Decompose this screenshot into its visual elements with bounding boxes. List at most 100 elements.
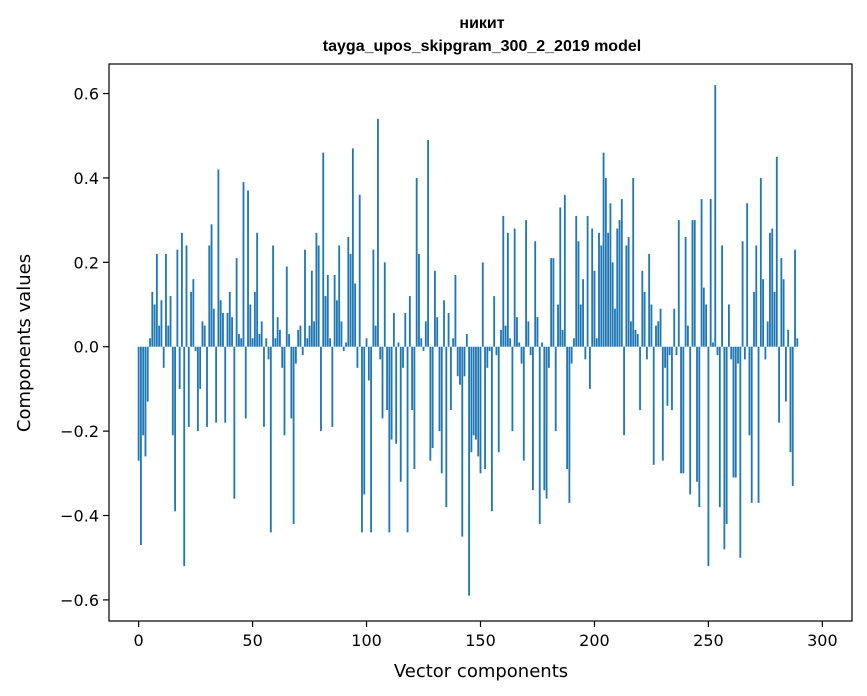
bar (636, 334, 639, 347)
bar (784, 346, 787, 402)
bar (495, 346, 498, 356)
bar (696, 346, 698, 482)
bar (290, 346, 293, 419)
bar (361, 346, 363, 533)
bar (288, 334, 290, 347)
bar (468, 346, 471, 596)
bar (643, 291, 646, 347)
bar (440, 346, 443, 474)
bar (151, 291, 154, 347)
bar (538, 346, 541, 524)
bar (675, 346, 678, 356)
bar (281, 346, 284, 368)
bar (158, 325, 161, 347)
bar (196, 346, 199, 432)
bar (584, 346, 587, 360)
bar (181, 232, 183, 347)
bar (470, 346, 473, 453)
bar (454, 274, 457, 347)
bar-series (137, 85, 799, 596)
bar (709, 199, 712, 347)
bar (372, 249, 375, 347)
bar (527, 321, 530, 347)
bar (190, 291, 192, 347)
bar (402, 346, 404, 368)
bar (452, 338, 455, 347)
bar (609, 203, 612, 347)
bar (714, 85, 717, 347)
bar (702, 287, 705, 347)
bar (176, 249, 179, 347)
bar (294, 346, 297, 364)
bar (707, 346, 710, 567)
bar (493, 296, 496, 347)
bar (406, 346, 409, 533)
bar (449, 346, 452, 411)
bar (240, 338, 243, 347)
bar (183, 346, 186, 567)
bar (333, 274, 336, 347)
bar (429, 346, 432, 461)
bar (203, 325, 206, 347)
bar (260, 321, 263, 347)
bar (616, 228, 619, 347)
bar (251, 338, 254, 347)
bar (577, 241, 580, 347)
bar (753, 291, 755, 347)
bar (201, 321, 204, 347)
bar (552, 258, 555, 347)
bar (292, 346, 295, 524)
x-axis-label: Vector components (394, 661, 568, 682)
chart-title: никит (459, 15, 504, 32)
bar (249, 304, 252, 347)
bar (516, 317, 518, 347)
bar (657, 321, 660, 347)
bar (358, 194, 361, 347)
bar (614, 308, 616, 347)
bar (365, 338, 368, 347)
bar (342, 346, 345, 351)
bar (591, 228, 594, 347)
bar (306, 338, 309, 347)
bar (231, 317, 233, 347)
bar (778, 346, 780, 423)
bar (276, 317, 279, 347)
bar (436, 317, 439, 347)
bar (680, 346, 682, 474)
bar (593, 270, 596, 347)
bar (595, 338, 598, 347)
bar (340, 321, 343, 347)
bar (500, 329, 502, 347)
bar (265, 338, 268, 347)
y-tick-label: 0.0 (74, 338, 99, 357)
bar (160, 300, 163, 347)
bar (718, 346, 721, 508)
bar (497, 346, 500, 453)
bar (611, 262, 614, 347)
bar (691, 220, 694, 347)
bar (782, 279, 785, 347)
bar (224, 346, 227, 423)
bar (582, 279, 584, 347)
bar (326, 274, 329, 347)
y-tick-label: 0.4 (74, 169, 99, 188)
bar (386, 346, 388, 411)
bar (518, 342, 521, 347)
bar (534, 241, 537, 347)
bar (575, 215, 578, 347)
bar (367, 346, 370, 381)
bar (632, 177, 635, 347)
y-axis-ticks: −0.6 −0.4 −0.2 0.0 0.2 0.4 0.6 (60, 85, 109, 610)
bar (588, 346, 591, 389)
bar (716, 346, 719, 356)
bar (461, 346, 464, 537)
y-tick-label: −0.4 (60, 507, 99, 526)
bar (712, 342, 714, 347)
bar (424, 321, 427, 347)
bar (732, 346, 735, 478)
bar (301, 346, 304, 356)
bar (639, 346, 641, 411)
bar (475, 346, 477, 440)
bar (390, 346, 393, 440)
